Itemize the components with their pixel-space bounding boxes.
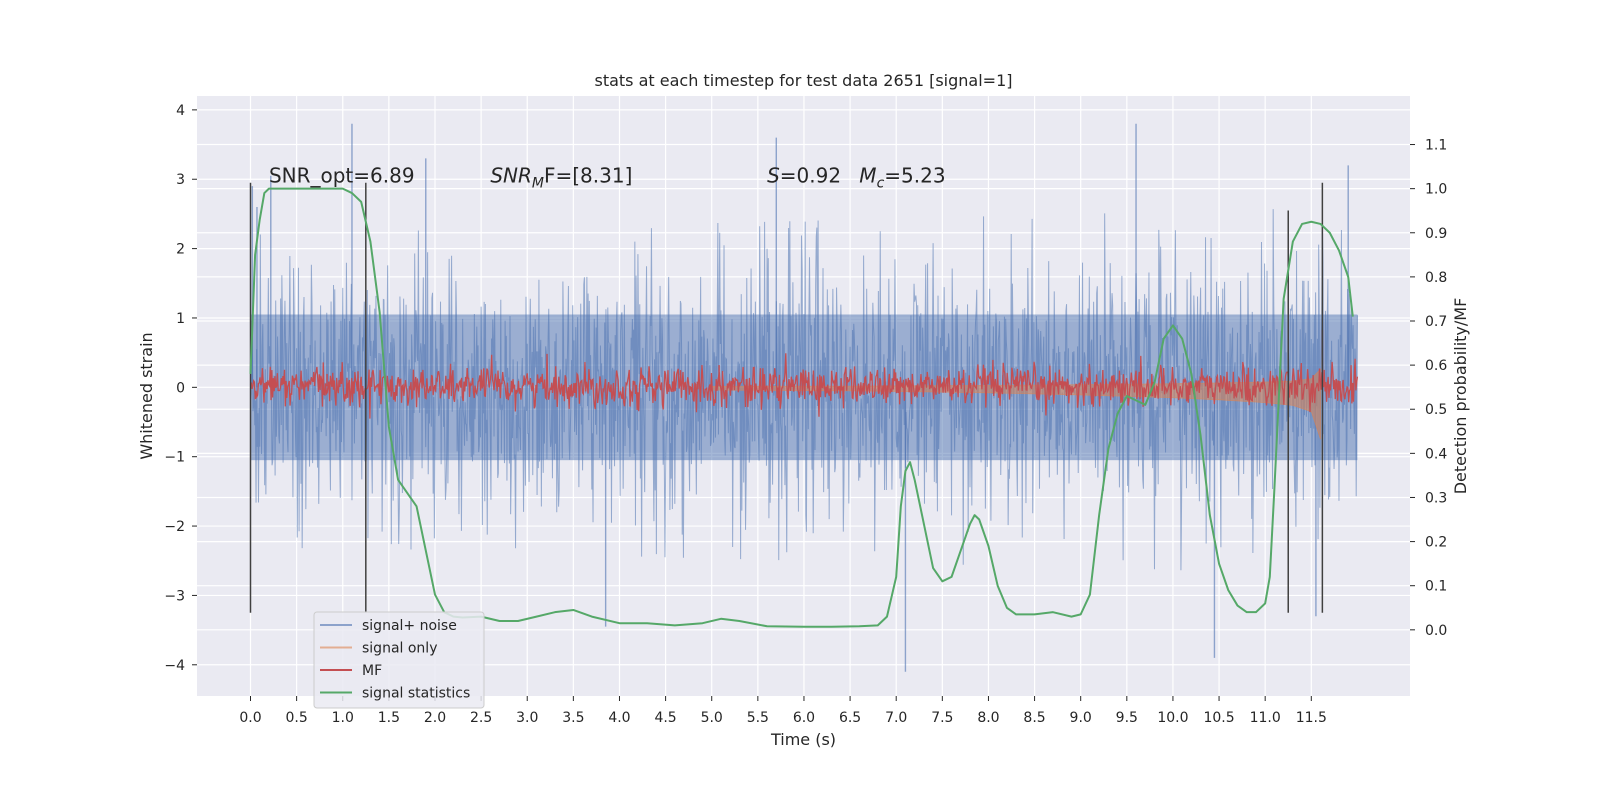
y2-tick-label-1: 0.1 bbox=[1425, 579, 1447, 595]
legend-label-0: signal+ noise bbox=[362, 618, 457, 634]
y-axis-label: Whitened strain bbox=[137, 332, 156, 459]
y2-axis-ticks: 0.0 0.1 0.2 0.3 0.4 0.5 0.6 0.7 0.8 0.9 1.0 1.1 bbox=[1410, 138, 1447, 639]
x-tick-label-5: 2.5 bbox=[470, 710, 492, 726]
y-tick-label-6: 2 bbox=[176, 242, 185, 258]
chart-title: stats at each timestep for test data 265… bbox=[594, 71, 1012, 90]
x-tick-label-18: 9.0 bbox=[1070, 710, 1092, 726]
y-tick-label-8: 4 bbox=[176, 103, 185, 119]
series-layer bbox=[249, 123, 1359, 672]
x-tick-label-13: 6.5 bbox=[839, 710, 861, 726]
x-tick-label-15: 7.5 bbox=[931, 710, 953, 726]
signal-statistics-line bbox=[249, 187, 1354, 628]
x-tick-label-12: 6.0 bbox=[793, 710, 815, 726]
y-tick-label-3: −1 bbox=[164, 450, 185, 466]
signal-noise-trace bbox=[250, 209, 1358, 571]
vertical-markers bbox=[249, 182, 1324, 613]
x-tick-label-11: 5.5 bbox=[747, 710, 769, 726]
legend-label-3: signal statistics bbox=[362, 686, 470, 702]
x-tick-label-19: 9.5 bbox=[1116, 710, 1138, 726]
mf-trace bbox=[249, 353, 1359, 419]
y2-tick-label-7: 0.7 bbox=[1425, 314, 1447, 330]
x-tick-label-8: 4.0 bbox=[608, 710, 630, 726]
annotation-1: SNRMF=[8.31] bbox=[490, 164, 632, 192]
series-signal-statistics bbox=[249, 187, 1354, 628]
x-tick-label-16: 8.0 bbox=[977, 710, 999, 726]
y-tick-label-5: 1 bbox=[176, 311, 185, 327]
x-tick-label-23: 11.5 bbox=[1296, 710, 1327, 726]
x-tick-label-7: 3.5 bbox=[562, 710, 584, 726]
y2-tick-label-3: 0.3 bbox=[1425, 490, 1447, 506]
y-tick-label-4: 0 bbox=[176, 380, 185, 396]
legend-label-1: signal only bbox=[362, 641, 437, 657]
y-tick-label-1: −3 bbox=[164, 588, 185, 604]
x-tick-label-10: 5.0 bbox=[701, 710, 723, 726]
x-tick-label-1: 0.5 bbox=[285, 710, 307, 726]
x-tick-label-6: 3.0 bbox=[516, 710, 538, 726]
y2-tick-label-2: 0.2 bbox=[1425, 535, 1447, 551]
y2-tick-label-4: 0.4 bbox=[1425, 446, 1447, 462]
x-tick-label-0: 0.0 bbox=[239, 710, 261, 726]
y-tick-label-2: −2 bbox=[164, 519, 185, 535]
x-tick-label-2: 1.0 bbox=[332, 710, 354, 726]
y-tick-label-7: 3 bbox=[176, 172, 185, 188]
x-axis-ticks: 0.0 0.5 1.0 1.5 2.0 2.5 3.0 3.5 4.0 4.5 5.0 5.5 6.0 6… bbox=[239, 696, 1327, 726]
x-tick-label-17: 8.5 bbox=[1023, 710, 1045, 726]
annotations: SNR_opt=6.89 SNRMF=[8.31] S=0.92 Mc=5.23 bbox=[269, 164, 946, 192]
legend: signal+ noise signal only MF signal statist… bbox=[313, 611, 485, 709]
x-tick-label-21: 10.5 bbox=[1203, 710, 1234, 726]
x-tick-label-14: 7.0 bbox=[885, 710, 907, 726]
x-tick-label-3: 1.5 bbox=[378, 710, 400, 726]
legend-label-2: MF bbox=[362, 663, 382, 679]
y2-tick-label-10: 1.0 bbox=[1425, 182, 1447, 198]
x-tick-label-9: 4.5 bbox=[654, 710, 676, 726]
y2-tick-label-9: 0.9 bbox=[1425, 226, 1447, 242]
x-axis-label: Time (s) bbox=[770, 730, 836, 749]
y2-tick-label-11: 1.1 bbox=[1425, 138, 1447, 154]
y2-tick-label-8: 0.8 bbox=[1425, 270, 1447, 286]
y2-tick-label-0: 0.0 bbox=[1425, 623, 1447, 639]
annotation-0: SNR_opt=6.89 bbox=[269, 164, 415, 188]
annotation-3: Mc=5.23 bbox=[859, 164, 945, 192]
annotation-2: S=0.92 bbox=[767, 164, 841, 188]
y2-axis-label: Detection probability/MF bbox=[1451, 298, 1470, 495]
y-axis-ticks: −4 −3 −2 −1 0 1 2 3 4 bbox=[164, 103, 197, 674]
y-tick-label-0: −4 bbox=[164, 658, 185, 674]
x-tick-label-4: 2.0 bbox=[424, 710, 446, 726]
legend-box bbox=[313, 611, 485, 709]
x-tick-label-20: 10.0 bbox=[1157, 710, 1188, 726]
x-tick-label-22: 11.0 bbox=[1250, 710, 1281, 726]
y2-tick-label-6: 0.6 bbox=[1425, 358, 1447, 374]
y2-tick-label-5: 0.5 bbox=[1425, 402, 1447, 418]
